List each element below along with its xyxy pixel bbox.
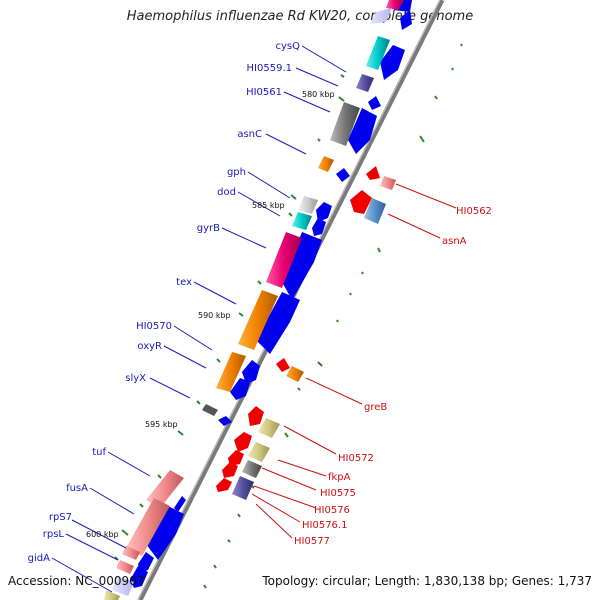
gene-box-asnA[interactable] bbox=[364, 198, 386, 224]
forward-cds-arrow[interactable] bbox=[380, 45, 405, 80]
scale-label: 595 kbp bbox=[145, 420, 178, 429]
gene-box-tuf[interactable] bbox=[146, 470, 184, 508]
gene-label-fkpA[interactable]: fkpA bbox=[328, 472, 351, 483]
forward-cds-arrow[interactable] bbox=[138, 552, 154, 572]
left-gene-labels: cysQ HI0559.1 HI0561 asnC gph dod gyrB t… bbox=[28, 41, 300, 564]
gene-label-HI0559.1[interactable]: HI0559.1 bbox=[247, 63, 292, 74]
forward-cds-arrow[interactable] bbox=[316, 202, 332, 222]
gene-label-rpS7[interactable]: rpS7 bbox=[49, 512, 72, 523]
gene-label-slyX[interactable]: slyX bbox=[125, 373, 146, 384]
reverse-cds-arrow[interactable] bbox=[216, 478, 232, 492]
reverse-cds-arrow[interactable] bbox=[234, 432, 252, 452]
gene-label-HI0561[interactable]: HI0561 bbox=[246, 87, 282, 98]
gene-box-HI0572[interactable] bbox=[258, 418, 280, 438]
gene-box-fusA[interactable] bbox=[126, 498, 170, 556]
gene-label-HI0577[interactable]: HI0577 bbox=[294, 536, 330, 547]
gene-box-top-lavender[interactable] bbox=[370, 8, 392, 24]
right-leader-lines bbox=[251, 183, 457, 539]
gene-box-rpsL[interactable] bbox=[116, 560, 134, 574]
reverse-cds-arrow[interactable] bbox=[248, 406, 264, 426]
forward-cds-arrow[interactable] bbox=[174, 496, 186, 512]
gene-label-cysQ[interactable]: cysQ bbox=[276, 41, 301, 52]
gene-box-bottom-lavender[interactable] bbox=[112, 576, 134, 596]
forward-cds-arrow[interactable] bbox=[130, 566, 148, 588]
outer-tick-track bbox=[203, 43, 463, 589]
scale-label: 590 kbp bbox=[198, 311, 231, 320]
gene-box-HI0559.1[interactable] bbox=[356, 74, 374, 92]
gene-label-rpsL[interactable]: rpsL bbox=[43, 529, 65, 540]
genome-summary: Topology: circular; Length: 1,830,138 bp… bbox=[262, 574, 592, 588]
forward-cds-arrow[interactable] bbox=[242, 360, 260, 384]
forward-cds-arrow[interactable] bbox=[400, 10, 412, 30]
gene-box-cysQ[interactable] bbox=[366, 36, 390, 70]
accession-label: Accession: NC_000907 bbox=[8, 574, 145, 588]
gene-label-HI0562[interactable]: HI0562 bbox=[456, 206, 492, 217]
forward-cds-arrow[interactable] bbox=[218, 416, 232, 426]
forward-cds-arrow[interactable] bbox=[368, 96, 381, 110]
forward-cds-arrow[interactable] bbox=[348, 108, 377, 154]
gene-label-fusA[interactable]: fusA bbox=[66, 483, 88, 494]
scale-labels: 580 kbp 585 kbp 590 kbp 595 kbp 600 kbp bbox=[86, 90, 335, 539]
gene-label-HI0570[interactable]: HI0570 bbox=[136, 321, 172, 332]
gene-label-HI0576[interactable]: HI0576 bbox=[314, 505, 350, 516]
scale-label: 585 kbp bbox=[252, 201, 285, 210]
gene-box-top-pink[interactable] bbox=[386, 0, 404, 10]
reverse-cds-arrow[interactable] bbox=[222, 462, 238, 478]
forward-cds-arrow[interactable] bbox=[256, 292, 300, 354]
reverse-strand-genes bbox=[216, 166, 380, 492]
gene-label-gph[interactable]: gph bbox=[227, 167, 246, 178]
gene-label-HI0575[interactable]: HI0575 bbox=[320, 488, 356, 499]
gene-label-HI0576.1[interactable]: HI0576.1 bbox=[302, 520, 347, 531]
scale-label: 600 kbp bbox=[86, 530, 119, 539]
gene-box-HI0562[interactable] bbox=[380, 176, 396, 190]
gene-label-greB[interactable]: greB bbox=[364, 402, 387, 413]
gene-box-HI0576[interactable] bbox=[232, 476, 254, 500]
gene-label-dod[interactable]: dod bbox=[217, 187, 236, 198]
gene-box-gyrB[interactable] bbox=[266, 232, 302, 288]
gene-box-gidA[interactable] bbox=[104, 590, 120, 600]
gene-box-fkpA[interactable] bbox=[248, 442, 270, 462]
forward-cds-arrow[interactable] bbox=[230, 378, 250, 400]
right-gene-labels: HI0562 asnA greB HI0572 fkpA HI0575 HI05… bbox=[294, 206, 492, 547]
forward-strand-genes bbox=[130, 0, 412, 588]
gene-box-asnC[interactable] bbox=[318, 156, 334, 172]
gene-box-greB[interactable] bbox=[286, 366, 304, 382]
left-gene-boxes bbox=[104, 0, 404, 600]
forward-cds-arrow[interactable] bbox=[312, 218, 326, 236]
gene-label-tuf[interactable]: tuf bbox=[92, 447, 106, 458]
reverse-cds-arrow[interactable] bbox=[366, 166, 380, 180]
gene-box-oxyR[interactable] bbox=[216, 352, 246, 392]
reverse-cds-arrow[interactable] bbox=[228, 450, 244, 466]
gene-label-tex[interactable]: tex bbox=[176, 277, 192, 288]
gene-box-dod[interactable] bbox=[292, 212, 312, 230]
forward-cds-arrow[interactable] bbox=[146, 506, 184, 560]
gene-label-gidA[interactable]: gidA bbox=[28, 553, 50, 564]
reverse-cds-arrow[interactable] bbox=[350, 190, 372, 214]
left-leader-lines bbox=[51, 45, 347, 593]
inner-tick-track bbox=[114, 74, 345, 561]
gene-box-tex[interactable] bbox=[238, 290, 278, 350]
gene-label-asnC[interactable]: asnC bbox=[237, 129, 262, 140]
forward-cds-arrow[interactable] bbox=[282, 232, 322, 300]
gene-box-gph[interactable] bbox=[298, 196, 318, 214]
gene-label-asnA[interactable]: asnA bbox=[442, 236, 467, 247]
forward-cds-arrow[interactable] bbox=[336, 168, 350, 182]
reverse-cds-arrow[interactable] bbox=[276, 358, 290, 372]
gene-box-HI0561[interactable] bbox=[330, 102, 360, 146]
gene-label-gyrB[interactable]: gyrB bbox=[197, 223, 220, 234]
gene-label-HI0572[interactable]: HI0572 bbox=[338, 453, 374, 464]
right-gene-boxes bbox=[232, 176, 396, 500]
gene-box-slyX[interactable] bbox=[202, 404, 218, 416]
gene-label-oxyR[interactable]: oxyR bbox=[137, 341, 162, 352]
gene-box-HI0575[interactable] bbox=[242, 460, 262, 478]
gene-box-rpS7[interactable] bbox=[122, 546, 140, 560]
scale-label: 580 kbp bbox=[302, 90, 335, 99]
